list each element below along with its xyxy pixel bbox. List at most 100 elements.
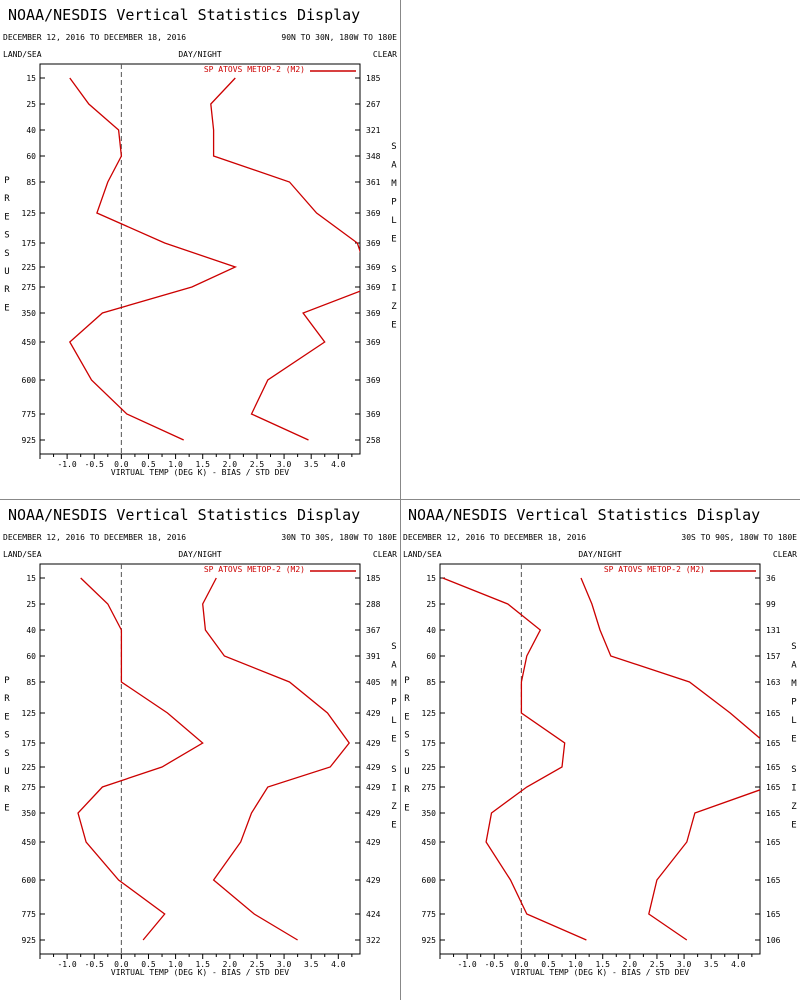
x-tick-label: 0.0 [514,960,529,969]
y-axis-label-char: R [4,694,10,704]
y2-axis-label-char: I [391,784,396,794]
pressure-level-label: 175 [422,739,437,748]
sample-size-label: 367 [366,626,381,635]
sample-size-label: 405 [366,678,381,687]
y2-axis-label-char: I [391,284,396,294]
y2-axis-label-char: E [391,735,396,745]
y-axis-label-char: E [4,712,9,722]
sample-size-label: 429 [366,783,381,792]
legend-label: SP ATOVS METOP-2 (M2) [604,565,705,574]
bias-series-line [77,577,204,941]
y2-axis-label-char: E [391,321,396,331]
y2-axis-label-char: P [791,698,797,708]
x-tick-label: 0.5 [141,960,156,969]
pressure-level-label: 125 [22,709,37,718]
plot-frame [39,63,361,455]
sample-size-label: 165 [766,809,781,818]
sample-size-label: 369 [366,376,381,385]
y-axis-label-char: U [404,767,409,777]
land-sea-label: LAND/SEA [3,550,42,559]
plot-frame [439,563,761,955]
std-dev-series-line [202,577,351,941]
sample-size-label: 185 [366,74,381,83]
pressure-level-label: 925 [422,936,437,945]
pressure-level-label: 40 [426,626,436,635]
plot-frame [39,563,361,955]
y2-axis-label-char: E [791,735,796,745]
sample-size-label: 322 [366,936,381,945]
y2-axis-label-char: E [391,821,396,831]
sample-size-label: 429 [366,709,381,718]
y2-axis-label-char: L [391,716,396,726]
sample-size-label: 369 [366,263,381,272]
x-tick-label: 3.5 [304,960,319,969]
pressure-level-label: 350 [422,809,437,818]
sample-size-label: 321 [366,126,381,135]
sample-size-label: 106 [766,936,781,945]
chart-panel-90n-30n: NOAA/NESDIS Vertical Statistics Display D… [0,0,400,500]
sample-size-label: 429 [366,876,381,885]
sample-size-label: 369 [366,309,381,318]
sample-size-label: 165 [766,739,781,748]
pressure-level-label: 450 [22,838,37,847]
sample-size-label: 267 [366,100,381,109]
pressure-level-label: 40 [26,626,36,635]
pressure-level-label: 15 [426,574,436,583]
y-axis-label-char: E [404,803,409,813]
pressure-level-label: 600 [422,876,437,885]
chart-title: NOAA/NESDIS Vertical Statistics Display [8,506,360,524]
region-label: 30S TO 90S, 180W TO 180E [681,533,797,542]
y2-axis-label-char: P [391,198,397,208]
sample-size-label: 361 [366,178,381,187]
y2-axis-label-char: Z [391,302,397,312]
pressure-level-label: 25 [426,600,436,609]
x-tick-label: 2.5 [650,960,665,969]
x-tick-label: 0.0 [114,960,129,969]
y-axis-label-char: U [4,267,9,277]
chart-svg: NOAA/NESDIS Vertical Statistics Display D… [3,506,397,977]
clear-label: CLEAR [373,50,397,59]
sample-size-label: 348 [366,152,381,161]
x-tick-label: 1.0 [168,460,183,469]
pressure-level-label: 85 [26,678,36,687]
pressure-level-label: 175 [22,239,37,248]
pressure-level-label: 600 [22,876,37,885]
pressure-level-label: 450 [422,838,437,847]
chart-title: NOAA/NESDIS Vertical Statistics Display [408,506,760,524]
pressure-level-label: 450 [22,338,37,347]
y2-axis-label-char: M [791,679,797,689]
y-axis-label-char: E [4,803,9,813]
x-tick-label: -0.5 [85,460,104,469]
day-night-label: DAY/NIGHT [578,550,622,559]
y-axis-label-char: R [404,785,410,795]
pressure-level-label: 15 [26,74,36,83]
sample-size-label: 369 [366,410,381,419]
x-tick-label: 4.0 [331,460,346,469]
pressure-level-label: 25 [26,100,36,109]
sample-size-label: 165 [766,838,781,847]
legend-label: SP ATOVS METOP-2 (M2) [204,65,305,74]
panel-divider-vertical [400,0,401,1000]
pressure-level-label: 85 [426,678,436,687]
date-range: DECEMBER 12, 2016 TO DECEMBER 18, 2016 [3,33,186,42]
date-range: DECEMBER 12, 2016 TO DECEMBER 18, 2016 [3,533,186,542]
sample-size-label: 163 [766,678,781,687]
chart-title: NOAA/NESDIS Vertical Statistics Display [8,6,360,24]
sample-size-label: 131 [766,626,781,635]
x-tick-label: -1.0 [457,960,476,969]
y-axis-label-char: R [4,194,10,204]
pressure-level-label: 275 [22,283,37,292]
x-tick-label: 3.5 [304,460,319,469]
x-tick-label: 2.5 [250,460,265,469]
x-tick-label: 2.0 [223,460,238,469]
panel-divider-horizontal [0,499,800,500]
x-tick-label: 4.0 [731,960,746,969]
y-axis-label-char: E [4,303,9,313]
pressure-level-label: 775 [422,910,437,919]
y2-axis-label-char: M [391,179,397,189]
clear-label: CLEAR [373,550,397,559]
y-axis-label-char: R [404,694,410,704]
pressure-level-label: 60 [426,652,436,661]
y-axis-label-char: E [404,712,409,722]
